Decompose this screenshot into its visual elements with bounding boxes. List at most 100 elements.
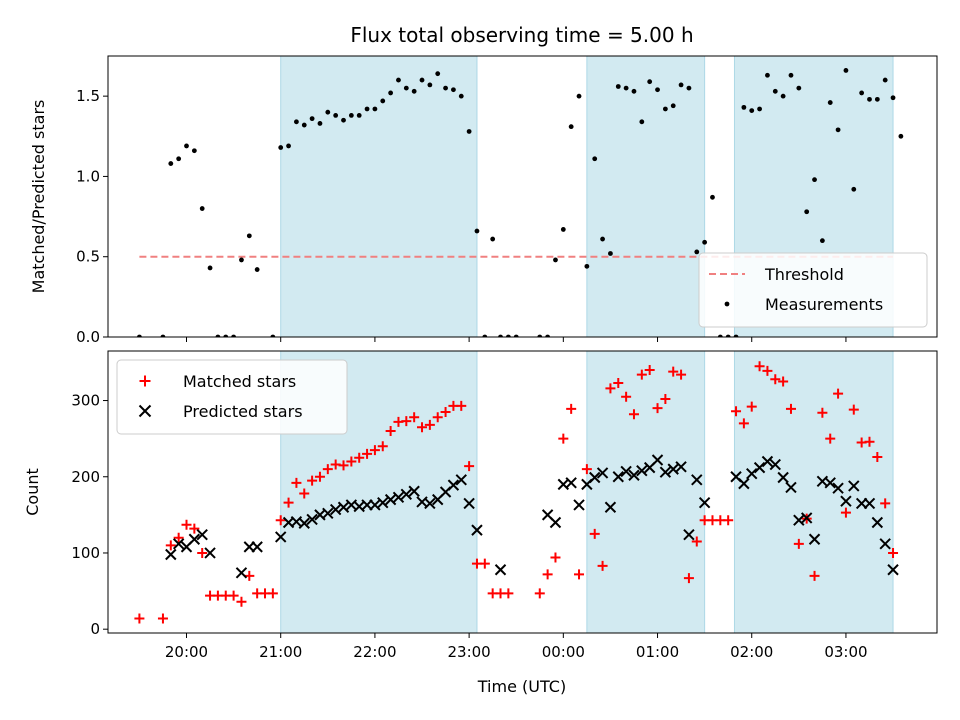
data-point bbox=[757, 106, 762, 112]
data-point bbox=[843, 68, 849, 73]
data-point bbox=[558, 433, 569, 444]
data-point bbox=[796, 85, 802, 91]
data-point bbox=[451, 87, 456, 93]
y-tick-label: 1.0 bbox=[76, 167, 100, 185]
data-point bbox=[228, 590, 239, 601]
data-point bbox=[691, 474, 703, 486]
data-point bbox=[424, 497, 436, 510]
data-point bbox=[196, 528, 208, 541]
y-tick-label: 0 bbox=[90, 620, 100, 638]
axes-frame bbox=[107, 55, 938, 338]
data-point bbox=[309, 116, 315, 122]
data-point bbox=[466, 129, 472, 134]
data-point bbox=[882, 77, 888, 83]
data-point bbox=[490, 236, 496, 242]
data-point bbox=[621, 391, 632, 402]
data-point bbox=[534, 588, 545, 599]
data-point bbox=[615, 84, 621, 89]
data-point bbox=[278, 145, 284, 150]
data-point bbox=[513, 334, 519, 337]
data-point bbox=[662, 106, 668, 112]
data-point bbox=[275, 515, 286, 526]
y-tick-label: 100 bbox=[71, 544, 100, 562]
data-point bbox=[215, 334, 221, 337]
data-point bbox=[600, 236, 605, 242]
data-point bbox=[424, 419, 435, 430]
data-point bbox=[631, 88, 637, 94]
data-point bbox=[612, 471, 624, 483]
data-point bbox=[494, 564, 507, 576]
data-point bbox=[443, 85, 448, 91]
y-tick-label: 1.5 bbox=[76, 87, 100, 105]
data-point bbox=[372, 106, 378, 112]
data-point bbox=[741, 104, 747, 110]
data-point bbox=[403, 85, 409, 91]
data-point bbox=[409, 412, 420, 423]
data-point bbox=[872, 451, 883, 462]
data-point bbox=[659, 466, 672, 478]
data-point bbox=[286, 143, 291, 149]
data-point bbox=[188, 533, 201, 545]
data-point bbox=[623, 85, 629, 91]
data-point bbox=[667, 463, 679, 475]
data-point bbox=[362, 448, 373, 459]
data-point bbox=[879, 538, 891, 550]
shaded-interval bbox=[586, 55, 706, 338]
x-axis-label: Time (UTC) bbox=[477, 677, 566, 696]
data-point bbox=[702, 239, 708, 245]
panels: 0.0 0.5 1.0 1.5 Matched/Predicted stars Thres… bbox=[23, 55, 938, 661]
data-point bbox=[283, 497, 294, 508]
data-point bbox=[181, 519, 192, 530]
data-point bbox=[628, 469, 640, 481]
data-point bbox=[835, 127, 841, 133]
legend-label: Measurements bbox=[765, 295, 883, 314]
data-point bbox=[275, 531, 287, 543]
data-point bbox=[691, 536, 702, 547]
data-point bbox=[432, 412, 443, 423]
legend-label: Threshold bbox=[764, 265, 844, 284]
data-point bbox=[880, 498, 891, 509]
data-point bbox=[204, 547, 216, 559]
data-point bbox=[408, 485, 420, 497]
data-point bbox=[427, 82, 433, 88]
data-point bbox=[267, 588, 278, 599]
data-point bbox=[840, 495, 852, 507]
data-point bbox=[231, 334, 237, 337]
data-point bbox=[207, 265, 213, 271]
data-point bbox=[608, 251, 613, 256]
data-point bbox=[812, 177, 817, 183]
data-point bbox=[777, 471, 789, 484]
data-point bbox=[565, 477, 577, 489]
x-tick-label: 20:00 bbox=[165, 643, 208, 661]
data-point bbox=[464, 461, 475, 472]
data-point bbox=[576, 93, 582, 99]
data-point bbox=[329, 503, 342, 516]
data-point bbox=[780, 93, 786, 99]
y-tick-label: 300 bbox=[71, 392, 100, 410]
data-point bbox=[291, 477, 302, 488]
data-point bbox=[749, 108, 755, 113]
data-point bbox=[793, 514, 805, 526]
data-point bbox=[377, 496, 389, 509]
data-point bbox=[589, 471, 601, 484]
data-point bbox=[346, 456, 357, 467]
data-point bbox=[785, 403, 796, 414]
data-point bbox=[165, 540, 176, 551]
data-point bbox=[299, 488, 310, 499]
x-tick-label: 21:00 bbox=[259, 643, 302, 661]
data-point bbox=[384, 493, 397, 506]
data-point bbox=[134, 613, 145, 624]
data-point bbox=[808, 533, 821, 545]
data-point bbox=[596, 467, 609, 479]
data-point bbox=[698, 496, 711, 509]
series-matched-stars bbox=[134, 361, 899, 624]
data-point bbox=[348, 113, 354, 118]
x-tick-label: 02:00 bbox=[730, 643, 773, 661]
data-point bbox=[785, 481, 797, 494]
data-point bbox=[254, 267, 260, 272]
data-point bbox=[651, 454, 664, 466]
data-point bbox=[471, 524, 483, 536]
data-point bbox=[668, 366, 679, 377]
data-point bbox=[769, 458, 781, 471]
